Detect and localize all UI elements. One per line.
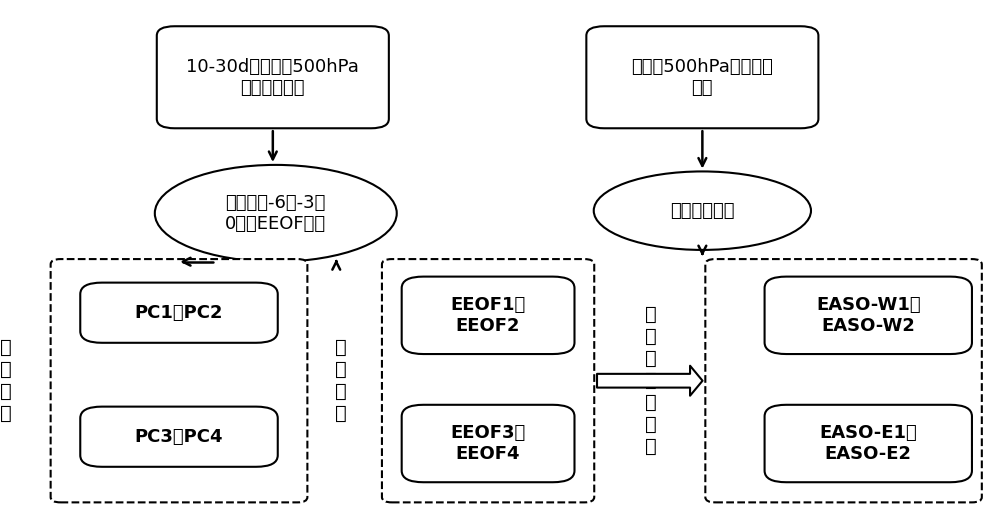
Text: 10-30d带通滤波500hPa
位势高度异常: 10-30d带通滤波500hPa 位势高度异常 <box>186 58 359 97</box>
Ellipse shape <box>155 165 397 262</box>
FancyBboxPatch shape <box>157 26 389 128</box>
FancyBboxPatch shape <box>402 277 574 354</box>
Text: PC1和PC2: PC1和PC2 <box>135 304 223 322</box>
Text: EEOF3和
EEOF4: EEOF3和 EEOF4 <box>450 424 526 463</box>
Text: 非滤波500hPa位势高度
异常: 非滤波500hPa位势高度 异常 <box>631 58 773 97</box>
FancyBboxPatch shape <box>80 407 278 467</box>
FancyBboxPatch shape <box>705 259 982 502</box>
Text: PC3和PC4: PC3和PC4 <box>135 428 223 446</box>
FancyBboxPatch shape <box>765 405 972 482</box>
Text: 第二步：投影: 第二步：投影 <box>670 201 735 220</box>
FancyBboxPatch shape <box>80 282 278 343</box>
Text: EASO-E1和
EASO-E2: EASO-E1和 EASO-E2 <box>819 424 917 463</box>
FancyBboxPatch shape <box>382 259 594 502</box>
FancyBboxPatch shape <box>765 277 972 354</box>
Text: 空
间
模
态: 空 间 模 态 <box>335 338 346 423</box>
Ellipse shape <box>594 171 811 250</box>
FancyBboxPatch shape <box>586 26 818 128</box>
Text: 第一步：-6，-3，
0天的EEOF分解: 第一步：-6，-3， 0天的EEOF分解 <box>225 194 326 232</box>
Text: 时
间
系
数: 时 间 系 数 <box>0 338 12 423</box>
Text: 非
滤
波
实
时
指
数: 非 滤 波 实 时 指 数 <box>645 305 657 456</box>
FancyBboxPatch shape <box>51 259 307 502</box>
Text: EEOF1和
EEOF2: EEOF1和 EEOF2 <box>450 296 526 335</box>
Text: EASO-W1和
EASO-W2: EASO-W1和 EASO-W2 <box>816 296 921 335</box>
FancyBboxPatch shape <box>402 405 574 482</box>
